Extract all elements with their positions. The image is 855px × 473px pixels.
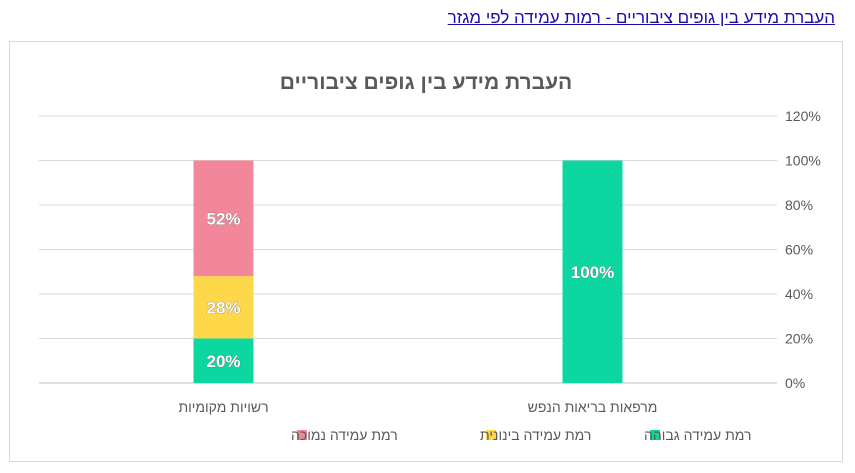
data-label: 20% [206, 352, 240, 371]
data-label: 52% [206, 209, 240, 228]
data-label: 28% [206, 298, 240, 317]
y-tick-label: 100% [785, 153, 821, 169]
legend-label: רמת עמידה נמוכה [291, 427, 398, 443]
bar-segment [562, 160, 623, 383]
chart-frame: 0% 20% 40% 60% 80% 100% 120% 100% 20% 28% 52% מרפ… [9, 41, 843, 462]
legend-label: רמת עמידה בינונית [480, 427, 591, 443]
y-tick-label: 20% [785, 331, 813, 347]
y-tick-label: 40% [785, 286, 813, 302]
bar-segment [193, 338, 254, 383]
y-tick-label: 0% [785, 375, 805, 391]
data-label: 100% [571, 263, 614, 282]
legend-swatch [650, 430, 660, 440]
bar-segment [193, 276, 254, 339]
y-tick-label: 120% [785, 108, 821, 124]
legend-swatch [297, 430, 307, 440]
chart-svg: 0% 20% 40% 60% 80% 100% 120% 100% 20% 28% 52% מרפ… [39, 71, 821, 443]
gridlines [39, 115, 777, 384]
category-label: מרפאות בריאות הנפש [528, 399, 658, 415]
page-link[interactable]: העברת מידע בין גופים ציבוריים - רמות עמי… [447, 8, 835, 27]
bar-segment [193, 160, 254, 277]
legend-label: רמת עמידה גבוהה [644, 427, 751, 443]
y-tick-label: 80% [785, 197, 813, 213]
y-tick-label: 60% [785, 242, 813, 258]
bars: 100% 20% 28% 52% [193, 160, 623, 383]
chart-title: העברת מידע בין גופים ציבוריים [280, 71, 573, 94]
legend: רמת עמידה גבוהה רמת עמידה בינונית רמת עמיד… [291, 427, 751, 443]
category-label: רשויות מקומיות [178, 399, 268, 415]
legend-swatch [486, 430, 496, 440]
y-axis-ticks: 0% 20% 40% 60% 80% 100% 120% [785, 108, 821, 391]
x-axis-categories: מרפאות בריאות הנפש רשויות מקומיות [178, 399, 657, 415]
